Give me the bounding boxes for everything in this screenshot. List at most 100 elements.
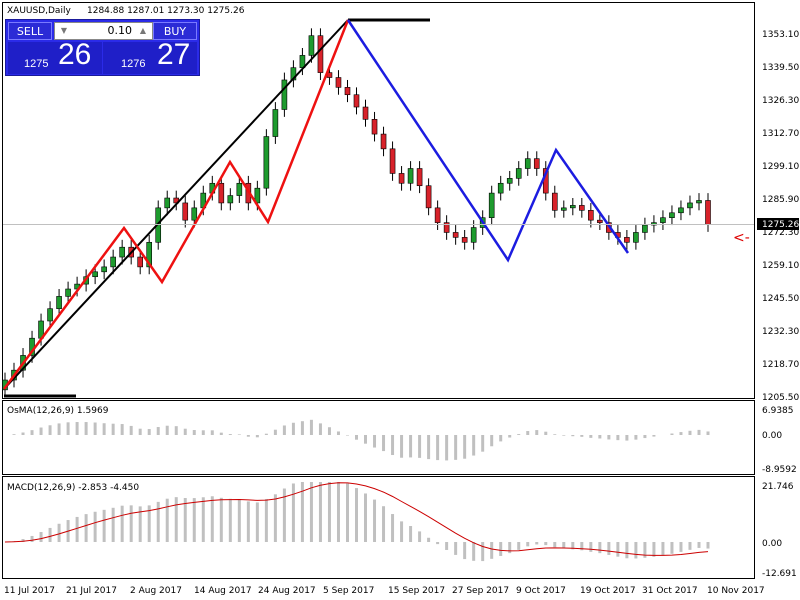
date-tick: 9 Oct 2017 bbox=[516, 586, 566, 596]
candle-body bbox=[651, 222, 657, 226]
candle-body bbox=[65, 288, 71, 297]
candle-body bbox=[56, 296, 62, 309]
date-tick: 11 Jul 2017 bbox=[4, 586, 55, 596]
main-chart-frame bbox=[2, 2, 755, 399]
zigzag-red[interactable] bbox=[2, 19, 350, 390]
candle-body bbox=[624, 237, 630, 243]
candle-body bbox=[191, 207, 198, 221]
date-tick: 14 Aug 2017 bbox=[194, 586, 252, 596]
candle-body bbox=[452, 232, 459, 238]
lot-increase-icon[interactable]: ▲ bbox=[139, 26, 147, 35]
lot-size-input[interactable]: ▼ 0.10 ▲ bbox=[54, 22, 153, 40]
date-tick: 27 Sep 2017 bbox=[452, 586, 509, 596]
candle-body bbox=[407, 168, 414, 184]
macd-histogram bbox=[12, 482, 710, 562]
trendline-black[interactable] bbox=[3, 19, 349, 390]
candle-body bbox=[227, 195, 234, 204]
sell-price-pips: 26 bbox=[58, 38, 92, 71]
candle-body bbox=[470, 227, 477, 243]
macd-tick: 0.00 bbox=[762, 539, 782, 549]
candle-body bbox=[660, 217, 666, 223]
candle-body bbox=[642, 224, 648, 233]
osma-label: OsMA(12,26,9) 1.5969 bbox=[7, 406, 109, 416]
candle-body bbox=[146, 241, 153, 268]
lot-decrease-icon[interactable]: ▼ bbox=[60, 26, 68, 35]
candle-body bbox=[308, 35, 315, 56]
candle-body bbox=[570, 205, 576, 209]
candle-body bbox=[380, 133, 387, 150]
price-tick: 1259.10 bbox=[762, 261, 799, 271]
price-tick: 1312.70 bbox=[762, 129, 799, 139]
candle-body bbox=[434, 207, 441, 223]
date-tick: 19 Oct 2017 bbox=[580, 586, 636, 596]
candle-body bbox=[461, 237, 468, 243]
osma-tick: 0.00 bbox=[762, 431, 782, 441]
date-tick: 10 Nov 2017 bbox=[707, 586, 765, 596]
candle-body bbox=[425, 185, 432, 209]
price-tick: 1339.50 bbox=[762, 63, 799, 73]
macd-tick: -12.691 bbox=[762, 569, 797, 579]
price-axis: 1353.10 1339.50 1326.30 1312.70 1299.10 … bbox=[762, 30, 799, 403]
candle-body bbox=[92, 271, 98, 278]
price-tick: 1353.10 bbox=[762, 30, 799, 40]
zigzag-blue[interactable] bbox=[346, 19, 630, 263]
macd-signal-polyline bbox=[4, 482, 709, 556]
price-tick: 1205.50 bbox=[762, 393, 799, 403]
candle-body bbox=[597, 219, 603, 223]
candle-body bbox=[497, 182, 504, 194]
osma-frame bbox=[2, 400, 755, 475]
macd-signal-line bbox=[4, 482, 709, 556]
candle-body bbox=[47, 308, 53, 322]
current-price-box bbox=[757, 218, 799, 230]
sell-price-prefix: 1275 bbox=[24, 58, 49, 70]
candle-body bbox=[272, 109, 279, 137]
candle-body bbox=[110, 256, 116, 268]
date-tick: 24 Aug 2017 bbox=[258, 586, 316, 596]
time-axis: 11 Jul 2017 21 Jul 2017 2 Aug 2017 14 Au… bbox=[4, 586, 765, 596]
price-tick: 1272.30 bbox=[762, 228, 799, 238]
candle-body bbox=[218, 182, 225, 204]
candle-body bbox=[371, 119, 378, 135]
osma-tick: 6.9385 bbox=[762, 406, 794, 416]
lot-size-value[interactable]: 0.10 bbox=[107, 24, 133, 37]
candle-body bbox=[281, 79, 288, 110]
sell-price-quote[interactable]: 1275 26 bbox=[8, 38, 102, 74]
buy-price-quote[interactable]: 1276 27 bbox=[103, 38, 197, 74]
date-tick: 21 Jul 2017 bbox=[66, 586, 117, 596]
candle-body bbox=[317, 35, 324, 73]
price-tick: 1232.30 bbox=[762, 327, 799, 337]
osma-histogram bbox=[12, 419, 710, 461]
macd-tick: 21.746 bbox=[762, 482, 794, 492]
candle-body bbox=[263, 136, 270, 189]
price-tick: 1299.10 bbox=[762, 162, 799, 172]
current-price-label: 1275.26 bbox=[762, 220, 799, 230]
price-tick: 1326.30 bbox=[762, 96, 799, 106]
sell-button[interactable]: SELL bbox=[8, 22, 52, 40]
macd-label: MACD(12,26,9) -2.853 -4.450 bbox=[7, 483, 139, 493]
candle-body bbox=[588, 210, 594, 221]
price-tick: 1285.90 bbox=[762, 195, 799, 205]
candle-body bbox=[633, 232, 639, 243]
candle-body bbox=[669, 212, 675, 218]
date-tick: 5 Sep 2017 bbox=[323, 586, 374, 596]
candle-body bbox=[579, 205, 585, 211]
candle-body bbox=[560, 207, 567, 211]
price-arrow-icon: <- bbox=[733, 230, 750, 246]
buy-button[interactable]: BUY bbox=[153, 22, 197, 40]
date-tick: 31 Oct 2017 bbox=[642, 586, 698, 596]
osma-tick: -8.9592 bbox=[762, 465, 797, 475]
candle-body bbox=[182, 202, 189, 221]
candle-body bbox=[389, 148, 396, 174]
candle-body bbox=[515, 168, 522, 179]
candle-body bbox=[353, 94, 360, 108]
date-tick: 2 Aug 2017 bbox=[130, 586, 182, 596]
candle-body bbox=[335, 77, 342, 88]
candle-body bbox=[362, 106, 369, 120]
candle-body bbox=[696, 200, 702, 204]
candle-body bbox=[488, 192, 495, 218]
chart-ohlc-label: 1284.88 1287.01 1273.30 1275.26 bbox=[87, 6, 245, 16]
candle-body bbox=[506, 178, 513, 184]
date-tick: 15 Sep 2017 bbox=[388, 586, 445, 596]
candle-body bbox=[236, 182, 243, 196]
